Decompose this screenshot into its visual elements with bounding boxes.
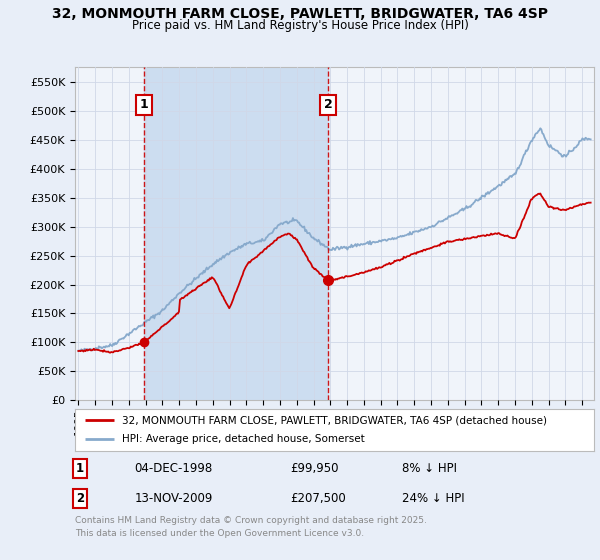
Bar (144, 67, 328, 400)
Text: 32, MONMOUTH FARM CLOSE, PAWLETT, BRIDGWATER, TA6 4SP: 32, MONMOUTH FARM CLOSE, PAWLETT, BRIDGW… (52, 7, 548, 21)
Text: 2: 2 (76, 492, 84, 505)
Text: 13-NOV-2009: 13-NOV-2009 (134, 492, 213, 505)
Text: 2: 2 (324, 99, 332, 111)
Text: 8% ↓ HPI: 8% ↓ HPI (402, 462, 457, 475)
Text: 1: 1 (76, 462, 84, 475)
Text: Price paid vs. HM Land Registry's House Price Index (HPI): Price paid vs. HM Land Registry's House … (131, 19, 469, 32)
Text: £99,950: £99,950 (290, 462, 339, 475)
Text: 32, MONMOUTH FARM CLOSE, PAWLETT, BRIDGWATER, TA6 4SP (detached house): 32, MONMOUTH FARM CLOSE, PAWLETT, BRIDGW… (122, 415, 547, 425)
Text: 1: 1 (140, 99, 149, 111)
Text: Contains HM Land Registry data © Crown copyright and database right 2025.
This d: Contains HM Land Registry data © Crown c… (75, 516, 427, 538)
Text: 24% ↓ HPI: 24% ↓ HPI (402, 492, 464, 505)
Text: HPI: Average price, detached house, Somerset: HPI: Average price, detached house, Some… (122, 435, 364, 445)
Text: 04-DEC-1998: 04-DEC-1998 (134, 462, 213, 475)
Text: £207,500: £207,500 (290, 492, 346, 505)
